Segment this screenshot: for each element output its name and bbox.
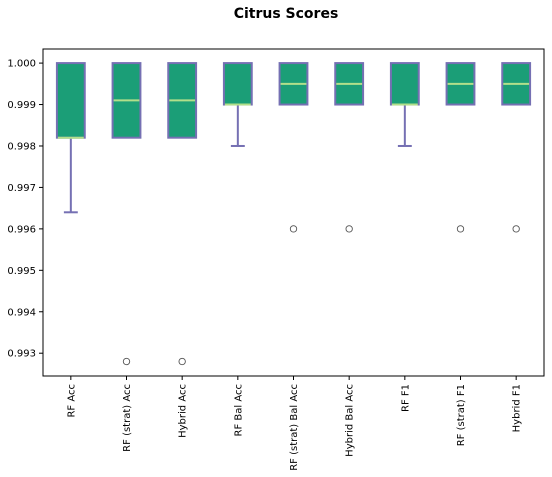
y-tick-label: 0.995 bbox=[7, 266, 36, 277]
x-tick-label: Hybrid Acc bbox=[178, 384, 189, 438]
y-tick-label: 0.996 bbox=[7, 224, 36, 235]
y-tick-label: 0.997 bbox=[7, 183, 36, 194]
x-tick-label: RF Bal Acc bbox=[233, 384, 244, 437]
outlier-point bbox=[289, 225, 298, 233]
outlier-point bbox=[512, 225, 520, 233]
y-tick-label: 0.994 bbox=[7, 307, 36, 318]
x-tick-label: RF (strat) F1 bbox=[456, 384, 467, 446]
box bbox=[222, 62, 253, 106]
x-tick-label: Hybrid F1 bbox=[512, 384, 523, 432]
x-tick-label: RF (strat) Acc bbox=[122, 384, 133, 452]
outlier-point bbox=[345, 225, 353, 233]
outlier-point bbox=[456, 225, 465, 233]
y-tick-label: 0.999 bbox=[7, 100, 36, 111]
chart-title: Citrus Scores bbox=[234, 6, 339, 22]
x-tick-label: Hybrid Bal Acc bbox=[345, 384, 356, 457]
x-tick-label: RF (strat) Bal Acc bbox=[289, 384, 300, 471]
x-tick-label: RF F1 bbox=[400, 384, 411, 412]
plot-area: 0.993 0.994 0.995 0.996 0.997 0.998 0.999 1.000… bbox=[7, 48, 545, 471]
y-tick-label: 1.000 bbox=[7, 59, 36, 70]
outlier-point bbox=[178, 357, 186, 366]
outlier-point bbox=[122, 357, 131, 366]
box bbox=[389, 62, 420, 106]
x-tick-label: RF Acc bbox=[66, 384, 77, 418]
y-tick-label: 0.998 bbox=[7, 141, 36, 152]
box bbox=[55, 62, 86, 139]
y-tick-label: 0.993 bbox=[7, 349, 36, 360]
